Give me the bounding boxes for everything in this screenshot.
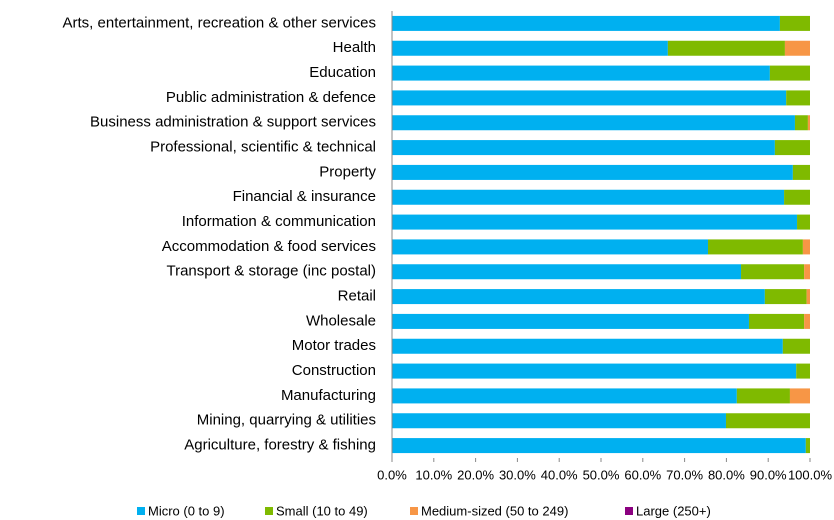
y-tick-label: Public administration & defence bbox=[166, 89, 376, 106]
bar-segment bbox=[392, 90, 787, 106]
bar-segment bbox=[782, 338, 810, 354]
x-tick-label: 70.0% bbox=[666, 467, 703, 482]
x-tick-label: 80.0% bbox=[708, 467, 745, 482]
x-tick-label: 10.0% bbox=[415, 467, 452, 482]
bar-segment bbox=[392, 164, 793, 180]
y-tick-label: Arts, entertainment, recreation & other … bbox=[63, 14, 376, 31]
y-tick-label: Retail bbox=[338, 288, 376, 305]
bar-segment bbox=[392, 214, 798, 230]
bar-segment bbox=[667, 40, 785, 56]
x-tick-label: 60.0% bbox=[624, 467, 661, 482]
bar-segment bbox=[786, 90, 810, 106]
y-tick-label: Transport & storage (inc postal) bbox=[166, 263, 376, 280]
bar-segment bbox=[764, 289, 807, 305]
legend-label: Medium-sized (50 to 249) bbox=[421, 503, 568, 518]
bar-segment bbox=[806, 289, 810, 305]
bar-segment bbox=[392, 115, 795, 131]
bar-segment bbox=[392, 289, 765, 305]
legend-label: Large (250+) bbox=[636, 503, 711, 518]
legend-swatch bbox=[137, 507, 145, 515]
x-tick-label: 30.0% bbox=[499, 467, 536, 482]
bar-segment bbox=[392, 388, 737, 404]
x-tick-label: 40.0% bbox=[541, 467, 578, 482]
bar-segment bbox=[392, 40, 668, 56]
legend-swatch bbox=[625, 507, 633, 515]
bar-segment bbox=[392, 189, 785, 205]
y-tick-label: Agriculture, forestry & fishing bbox=[184, 437, 376, 454]
y-tick-label: Information & communication bbox=[182, 213, 376, 230]
y-tick-label: Financial & insurance bbox=[233, 188, 376, 205]
bar-segment bbox=[805, 438, 810, 454]
y-tick-label: Manufacturing bbox=[281, 387, 376, 404]
y-tick-label: Property bbox=[319, 163, 376, 180]
x-tick-label: 90.0% bbox=[750, 467, 787, 482]
bar-segment bbox=[392, 264, 742, 280]
x-tick-label: 0.0% bbox=[377, 467, 407, 482]
legend-label: Micro (0 to 9) bbox=[148, 503, 225, 518]
bar-segment bbox=[736, 388, 790, 404]
bar-segment bbox=[784, 40, 810, 56]
y-tick-label: Construction bbox=[292, 362, 376, 379]
bar-segment bbox=[708, 239, 803, 255]
bar-segment bbox=[792, 164, 810, 180]
y-tick-label: Health bbox=[333, 39, 376, 56]
bar-segment bbox=[807, 115, 810, 131]
legend-label: Small (10 to 49) bbox=[276, 503, 368, 518]
bar-segment bbox=[797, 214, 810, 230]
bar-segment bbox=[802, 239, 810, 255]
bar-segment bbox=[392, 15, 780, 31]
bar-segment bbox=[804, 313, 810, 329]
y-tick-label: Wholesale bbox=[306, 312, 376, 329]
bar-segment bbox=[789, 388, 810, 404]
x-tick-label: 100.0% bbox=[788, 467, 833, 482]
bar-segment bbox=[769, 65, 810, 81]
bar-segment bbox=[741, 264, 805, 280]
bar-segment bbox=[774, 140, 810, 156]
y-tick-label: Business administration & support servic… bbox=[90, 114, 376, 131]
bar-segment bbox=[392, 363, 797, 379]
bar-segment bbox=[392, 65, 770, 81]
bar-segment bbox=[392, 413, 726, 429]
bar-segment bbox=[725, 413, 810, 429]
bar-segment bbox=[392, 438, 806, 454]
bar-segment bbox=[392, 140, 775, 156]
bar-segment bbox=[392, 313, 749, 329]
bar-segment bbox=[779, 15, 810, 31]
legend-swatch bbox=[265, 507, 273, 515]
bar-segment bbox=[796, 363, 810, 379]
y-tick-label: Mining, quarrying & utilities bbox=[197, 412, 376, 429]
bar-segment bbox=[392, 239, 709, 255]
legend-swatch bbox=[410, 507, 418, 515]
y-tick-label: Education bbox=[309, 64, 376, 81]
y-tick-label: Motor trades bbox=[292, 337, 376, 354]
y-tick-label: Accommodation & food services bbox=[162, 238, 376, 255]
y-tick-label: Professional, scientific & technical bbox=[150, 139, 376, 156]
x-tick-label: 50.0% bbox=[583, 467, 620, 482]
bar-segment bbox=[794, 115, 808, 131]
bar-segment bbox=[804, 264, 810, 280]
bar-segment bbox=[748, 313, 805, 329]
x-tick-label: 20.0% bbox=[457, 467, 494, 482]
bar-segment bbox=[784, 189, 810, 205]
bar-segment bbox=[392, 338, 783, 354]
